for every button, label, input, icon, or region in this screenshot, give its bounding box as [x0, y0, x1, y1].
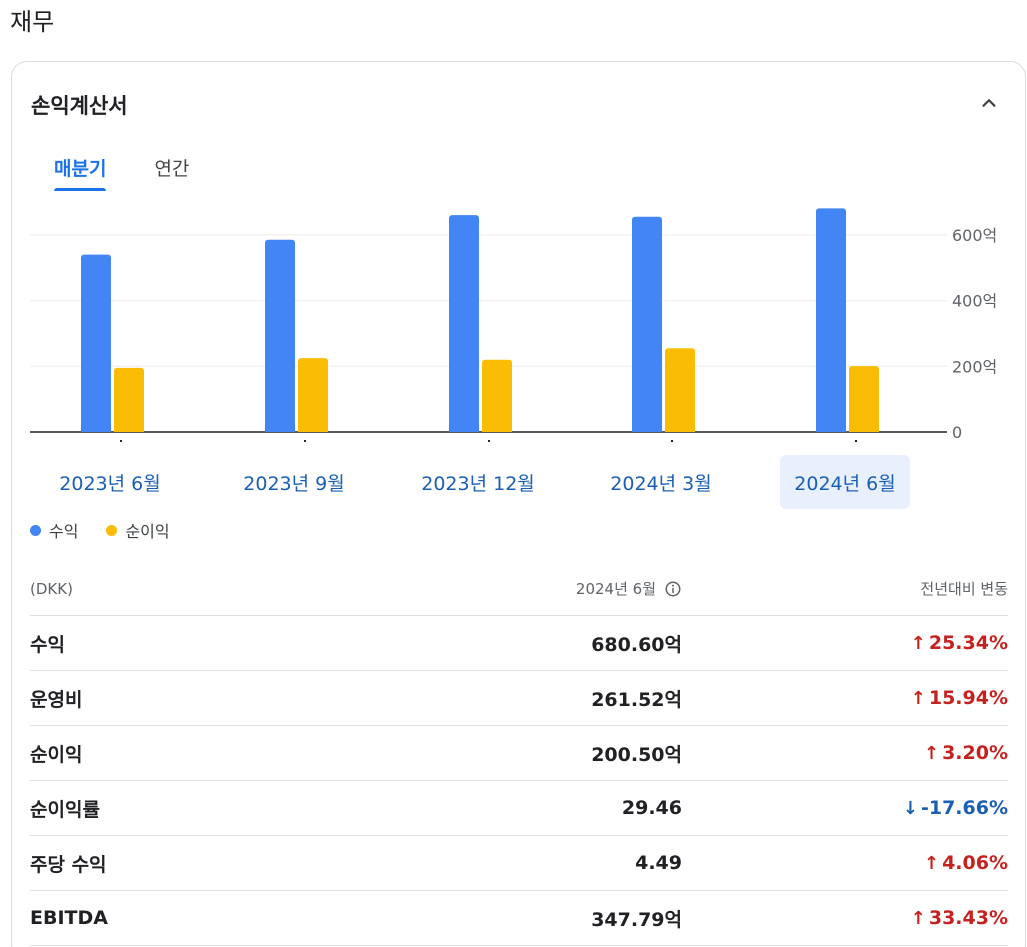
arrow-up-icon: ↑	[923, 742, 940, 764]
collapse-button[interactable]	[975, 89, 1003, 117]
row-label: EBITDA	[30, 907, 108, 929]
change-header: 전년대비 변동	[920, 580, 1008, 598]
row-change: ↑ 33.43%	[682, 907, 1008, 929]
table-row: 순이익 200.50억 ↑ 3.20%	[30, 726, 1008, 781]
table-row: 순이익률 29.46 ↓ -17.66%	[30, 781, 1008, 836]
bar-base	[265, 428, 295, 432]
table-row: EBITDA 347.79억 ↑ 33.43%	[30, 891, 1008, 946]
row-label: 주당 수익	[30, 853, 107, 876]
bar-base	[665, 428, 695, 432]
chart-legend: 수익 순이익	[30, 518, 198, 542]
row-label: 운영비	[30, 688, 83, 711]
bar-base	[449, 428, 479, 432]
tab-annual[interactable]: 연간	[154, 158, 190, 180]
bar-base	[632, 428, 662, 432]
period-button[interactable]: 2024년 6월	[780, 455, 910, 509]
row-value: 4.49	[635, 852, 682, 874]
period-button[interactable]: 2023년 6월	[59, 472, 161, 495]
row-value: 200.50억	[591, 743, 682, 766]
income-statement-card: 손익계산서 매분기 연간 0 200억 400억 600억 2023년 6월 2023년…	[11, 61, 1026, 947]
bar-revenue	[81, 254, 111, 432]
row-value: 680.60억	[591, 633, 682, 656]
bar-revenue	[449, 215, 479, 432]
period-button[interactable]: 2024년 3월	[610, 472, 712, 495]
bar-chart: 0 200억 400억 600억	[30, 208, 997, 442]
row-label: 순이익	[30, 743, 83, 766]
row-change: ↓ -17.66%	[682, 797, 1008, 819]
row-value: 261.52억	[591, 688, 682, 711]
bar-base	[849, 428, 879, 432]
legend-label-revenue: 수익	[49, 522, 79, 541]
bar-revenue	[816, 208, 846, 432]
period-button[interactable]: 2023년 12월	[421, 472, 535, 495]
bar-base	[298, 428, 328, 432]
arrow-up-icon: ↑	[910, 632, 926, 654]
table-row: 수익 680.60억 ↑ 25.34%	[30, 616, 1008, 671]
section-title: 재무	[10, 8, 55, 36]
legend-item-net-income: 순이익	[106, 518, 170, 542]
legend-label-net-income: 순이익	[125, 522, 170, 541]
chevron-up-icon	[982, 99, 996, 107]
bar-net-income	[849, 366, 879, 432]
row-label: 순이익률	[30, 798, 100, 821]
bar-net-income	[665, 348, 695, 432]
row-change-value: 25.34%	[928, 632, 1008, 654]
arrow-up-icon: ↑	[910, 687, 926, 709]
period-header-label: 2024년 6월	[575, 580, 656, 598]
row-change-value: 15.94%	[928, 687, 1008, 709]
bar-base	[482, 428, 512, 432]
y-tick-label: 200억	[952, 357, 997, 376]
bar-net-income	[482, 359, 512, 432]
tab-quarterly[interactable]: 매분기	[54, 154, 107, 191]
row-change: ↑ 3.20%	[682, 742, 1008, 764]
legend-dot-net-income	[106, 524, 118, 536]
y-tick-label: 600억	[952, 226, 997, 245]
row-change: ↑ 4.06%	[682, 852, 1008, 874]
period-button[interactable]: 2023년 9월	[243, 472, 345, 495]
legend-item-revenue: 수익	[30, 518, 78, 542]
legend-dot-revenue	[30, 524, 41, 536]
financials-table: (DKK) 2024년 6월 전년대비 변동 수익 680.60억 ↑ 25.34% 운…	[30, 562, 1008, 946]
arrow-down-icon: ↓	[902, 797, 918, 819]
row-change: ↑ 15.94%	[682, 687, 1008, 709]
arrow-up-icon: ↑	[910, 907, 926, 929]
period-header: 2024년 6월	[390, 578, 682, 599]
row-change-value: 33.43%	[928, 907, 1008, 929]
row-change-value: -17.66%	[920, 797, 1008, 819]
bar-base	[114, 428, 144, 432]
row-change: ↑ 25.34%	[682, 632, 1008, 654]
card-title: 손익계산서	[31, 94, 128, 118]
row-value: 29.46	[621, 797, 682, 819]
y-tick-label: 0	[952, 423, 962, 442]
bar-base	[816, 428, 846, 432]
bar-net-income	[114, 367, 144, 432]
bar-base	[81, 428, 111, 432]
info-icon[interactable]	[664, 580, 682, 598]
row-label: 수익	[30, 633, 65, 656]
table-row: 운영비 261.52억 ↑ 15.94%	[30, 671, 1008, 726]
period-tabs: 매분기 연간	[54, 154, 237, 191]
row-change-value: 3.20%	[942, 742, 1008, 764]
arrow-up-icon: ↑	[923, 852, 940, 874]
currency-label: (DKK)	[30, 579, 73, 598]
bar-net-income	[298, 358, 328, 432]
y-tick-label: 400억	[952, 292, 997, 311]
table-row: 주당 수익 4.49 ↑ 4.06%	[30, 836, 1008, 891]
table-header: (DKK) 2024년 6월 전년대비 변동	[30, 562, 1008, 616]
row-change-value: 4.06%	[942, 852, 1008, 874]
row-value: 347.79억	[591, 908, 682, 931]
bar-revenue	[265, 239, 295, 432]
bar-revenue	[632, 216, 662, 432]
